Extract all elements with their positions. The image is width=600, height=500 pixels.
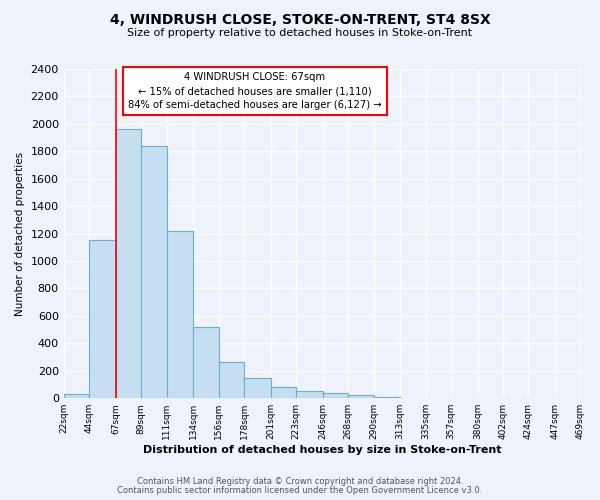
Y-axis label: Number of detached properties: Number of detached properties [15,152,25,316]
Text: Contains public sector information licensed under the Open Government Licence v3: Contains public sector information licen… [118,486,482,495]
Text: Size of property relative to detached houses in Stoke-on-Trent: Size of property relative to detached ho… [127,28,473,38]
Text: Contains HM Land Registry data © Crown copyright and database right 2024.: Contains HM Land Registry data © Crown c… [137,477,463,486]
Bar [218,362,244,398]
Bar [116,130,141,398]
Bar [323,394,348,398]
Bar [193,327,218,398]
Bar [271,387,296,398]
Bar [167,231,193,398]
Text: 4 WINDRUSH CLOSE: 67sqm
← 15% of detached houses are smaller (1,110)
84% of semi: 4 WINDRUSH CLOSE: 67sqm ← 15% of detache… [128,72,382,110]
Bar [141,146,167,398]
Bar [89,240,116,398]
Bar [244,378,271,398]
Text: 4, WINDRUSH CLOSE, STOKE-ON-TRENT, ST4 8SX: 4, WINDRUSH CLOSE, STOKE-ON-TRENT, ST4 8… [110,12,490,26]
X-axis label: Distribution of detached houses by size in Stoke-on-Trent: Distribution of detached houses by size … [143,445,502,455]
Bar [348,395,374,398]
Bar [374,397,400,398]
Bar [296,392,323,398]
Bar [64,394,89,398]
